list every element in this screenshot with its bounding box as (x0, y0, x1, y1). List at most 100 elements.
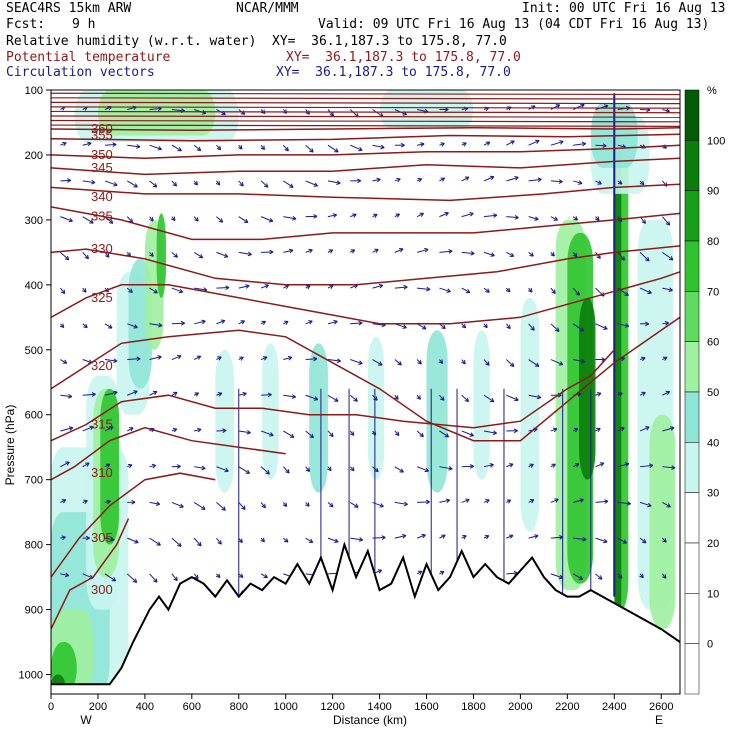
circulation-vector-head (485, 288, 490, 293)
circulation-vector-head (329, 432, 334, 438)
circulation-vector-head (574, 463, 580, 468)
circulation-vector (104, 391, 118, 396)
theta-contour-label: 300 (91, 582, 113, 597)
circulation-vector-head (551, 289, 556, 294)
circulation-vector-head (108, 324, 113, 329)
circulation-vector-head (489, 175, 495, 181)
circulation-vector-head (260, 145, 266, 151)
circulation-vector (506, 251, 514, 257)
circulation-vector-head (624, 291, 629, 297)
circulation-vector-head (596, 392, 602, 397)
circulation-vector (550, 216, 558, 221)
circulation-vector-head (136, 356, 141, 362)
circulation-vector-head (127, 463, 133, 469)
circulation-vector-head (178, 288, 184, 294)
colorbar-label: 0 (707, 639, 713, 651)
circulation-vector (282, 466, 290, 474)
circulation-vector-head (218, 218, 224, 223)
circulation-vector (216, 251, 229, 258)
valid-time: Valid: 09 UTC Fri 16 Aug 13 (04 CDT Fri … (318, 17, 710, 32)
circulation-vector (573, 499, 584, 503)
circulation-vector (372, 144, 385, 149)
circulation-vector-head (60, 289, 66, 294)
circulation-vector (171, 537, 182, 547)
circulation-vector-head (445, 498, 451, 504)
circulation-vector (550, 536, 563, 539)
circulation-vector (149, 464, 156, 468)
circulation-vector-head (559, 140, 564, 145)
circulation-vector (171, 180, 177, 187)
circulation-vector (662, 216, 671, 226)
circulation-vector (260, 573, 268, 579)
circulation-vector (349, 109, 359, 118)
circulation-vector (60, 359, 68, 364)
circulation-vector-head (596, 427, 601, 433)
circulation-vector (506, 216, 519, 219)
circulation-vector-head (292, 216, 297, 221)
circulation-vector (439, 212, 449, 218)
circulation-vector-head (111, 577, 117, 582)
circulation-vector (416, 534, 426, 539)
circulation-vector-head (513, 428, 518, 434)
rh-region (309, 343, 328, 493)
circulation-vector (283, 430, 295, 438)
circulation-vector-head (217, 356, 222, 361)
theta-contour (51, 271, 680, 325)
circulation-vector-head (336, 180, 341, 185)
circulation-vector (572, 573, 583, 580)
colorbar-unit: % (707, 85, 717, 97)
circulation-vector-head (358, 320, 363, 326)
circulation-vector-head (225, 285, 230, 291)
circulation-vector (194, 428, 202, 432)
circulation-vector-head (194, 217, 199, 222)
circulation-vector (617, 463, 629, 468)
circulation-vector-head (555, 327, 560, 332)
circulation-vector-head (133, 324, 138, 329)
circulation-vector (216, 216, 224, 223)
circulation-vector (193, 251, 203, 259)
circulation-vector-head (417, 570, 423, 575)
circulation-vector-head (668, 287, 673, 292)
circulation-vector (149, 537, 161, 546)
circulation-vector (662, 501, 671, 508)
circulation-vector (572, 323, 585, 332)
circulation-vector-head (664, 320, 669, 326)
circulation-vector-head (399, 468, 404, 473)
x-tick-label: 1800 (461, 701, 485, 713)
circulation-vector-head (172, 428, 178, 433)
circulation-vector-head (113, 358, 118, 364)
circulation-vector-head (420, 142, 425, 147)
y-tick-label: 500 (25, 345, 43, 357)
circulation-vector-head (662, 538, 667, 543)
circulation-vector-head (269, 432, 274, 437)
circulation-vector-head (444, 211, 449, 217)
theta-contour-label: 340 (91, 189, 113, 204)
circulation-vector-head (666, 503, 671, 508)
circulation-vector-head (618, 574, 623, 579)
circulation-vector-head (490, 252, 495, 257)
circulation-vector-head (424, 247, 429, 253)
x-tick-label: 1600 (414, 701, 438, 713)
circulation-vector (372, 109, 384, 118)
circulation-vector-head (380, 144, 385, 150)
circulation-vector-head (374, 248, 379, 253)
circulation-vector (327, 109, 334, 117)
circulation-vector-head (508, 463, 514, 468)
circulation-vector-head (626, 501, 631, 506)
circulation-vector (640, 108, 651, 111)
circulation-vector (193, 355, 201, 360)
circulation-vector (350, 537, 363, 541)
circulation-vector-head (416, 395, 421, 400)
circulation-vector-head (639, 180, 645, 186)
circulation-vector (350, 322, 363, 325)
circulation-vector (550, 498, 559, 503)
circulation-vector (349, 501, 359, 508)
y-tick-label: 200 (25, 150, 43, 162)
circulation-vector (171, 251, 178, 258)
init-time: Init: 00 UTC Fri 16 Aug 13 (522, 1, 726, 16)
circulation-vector (104, 573, 116, 582)
circulation-vector (60, 394, 72, 398)
circulation-vector-head (580, 358, 586, 364)
colorbar-label: 60 (707, 337, 719, 349)
circulation-vector (595, 573, 603, 580)
